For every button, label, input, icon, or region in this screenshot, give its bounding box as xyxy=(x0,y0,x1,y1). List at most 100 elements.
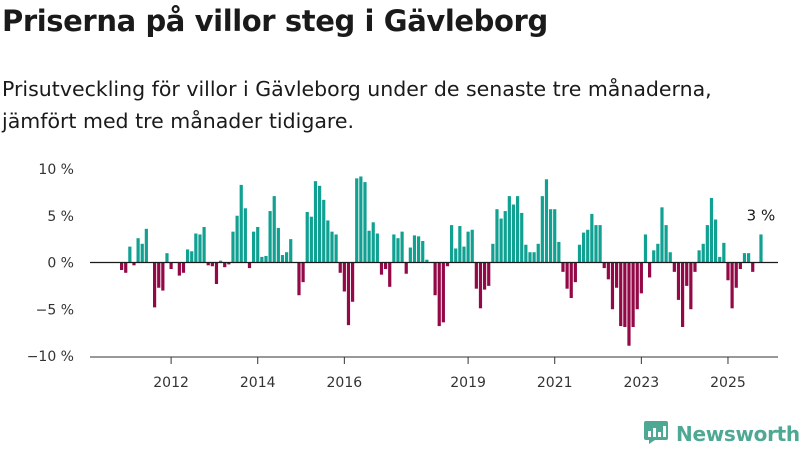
bar xyxy=(161,262,165,291)
bar xyxy=(656,243,660,263)
bar xyxy=(714,219,718,263)
bar xyxy=(165,253,169,263)
bar xyxy=(408,247,412,263)
bar xyxy=(623,262,627,328)
bar xyxy=(276,227,280,263)
bar xyxy=(322,199,326,263)
bar xyxy=(660,207,664,263)
x-tick-label: 2025 xyxy=(710,375,746,391)
bar xyxy=(619,262,623,327)
bar xyxy=(681,262,685,328)
y-tick-label: 10 % xyxy=(38,162,74,178)
bar xyxy=(718,256,722,263)
latest-value-annotation: 3 % xyxy=(747,206,776,224)
bar xyxy=(132,262,136,266)
bar xyxy=(483,262,487,290)
bar xyxy=(722,242,726,263)
bar xyxy=(297,262,301,296)
bar xyxy=(450,225,454,263)
y-tick-label: −10 % xyxy=(27,349,74,365)
bars xyxy=(120,176,763,346)
bar xyxy=(643,234,648,263)
bar xyxy=(635,262,639,310)
bar xyxy=(470,229,474,263)
bar xyxy=(301,262,305,283)
bar xyxy=(676,262,681,300)
bar xyxy=(351,262,355,302)
bar xyxy=(367,230,371,263)
bar xyxy=(346,262,351,326)
bar xyxy=(573,262,577,283)
bar xyxy=(231,231,235,263)
bar xyxy=(594,225,598,263)
bar xyxy=(565,262,569,289)
bar xyxy=(219,260,223,263)
bar xyxy=(701,243,705,263)
bar xyxy=(223,262,227,268)
chart-subtitle: Prisutveckling för villor i Gävleborg un… xyxy=(2,77,712,133)
bar xyxy=(260,256,264,263)
bar xyxy=(268,211,272,263)
bar xyxy=(742,253,747,263)
bar xyxy=(503,211,507,263)
bar xyxy=(140,243,144,263)
bar xyxy=(511,204,516,263)
bar xyxy=(120,262,124,270)
bar xyxy=(227,262,231,265)
y-tick-label: 0 % xyxy=(47,256,74,272)
bar xyxy=(478,262,483,309)
bar xyxy=(194,233,198,263)
bar xyxy=(388,262,392,287)
bar xyxy=(474,262,478,289)
bar xyxy=(214,262,219,284)
bar xyxy=(338,262,342,273)
bar xyxy=(235,215,239,263)
bar xyxy=(330,231,334,263)
bar xyxy=(507,196,511,263)
bar xyxy=(664,225,668,263)
bar xyxy=(598,225,602,263)
bar xyxy=(458,226,462,263)
bar xyxy=(582,232,586,263)
bar xyxy=(417,236,421,263)
y-axis-ticks: 10 % 5 % 0 % −5 % −10 % xyxy=(27,162,74,365)
bar xyxy=(400,231,404,263)
bar xyxy=(466,231,470,263)
bar xyxy=(648,262,652,278)
bar xyxy=(561,262,565,272)
bar xyxy=(247,262,252,269)
bar xyxy=(697,250,701,263)
bar xyxy=(412,235,417,263)
bar xyxy=(210,262,214,267)
bar xyxy=(128,246,132,263)
x-tick-label: 2019 xyxy=(450,375,486,391)
bar xyxy=(685,262,689,286)
bar xyxy=(495,209,499,263)
bar xyxy=(384,262,388,270)
bar xyxy=(379,262,384,275)
bar xyxy=(334,234,338,263)
bar xyxy=(421,241,425,263)
bar xyxy=(705,225,709,263)
bar xyxy=(738,262,742,270)
bar xyxy=(759,234,763,263)
bar xyxy=(396,238,400,263)
bar xyxy=(462,246,466,263)
bar xyxy=(264,255,268,263)
bar xyxy=(524,244,528,263)
bar xyxy=(392,234,396,263)
bar xyxy=(631,262,635,328)
bar xyxy=(499,218,503,263)
bar xyxy=(730,262,734,309)
bar xyxy=(441,262,445,323)
bar xyxy=(425,259,429,263)
bar xyxy=(186,249,190,263)
bar-chart-logo-icon xyxy=(643,420,669,448)
bar xyxy=(355,178,359,263)
bar xyxy=(557,241,561,263)
bar xyxy=(610,262,615,310)
brand-name: Newsworthy xyxy=(676,422,800,446)
bar xyxy=(272,196,276,263)
bar xyxy=(586,229,590,263)
